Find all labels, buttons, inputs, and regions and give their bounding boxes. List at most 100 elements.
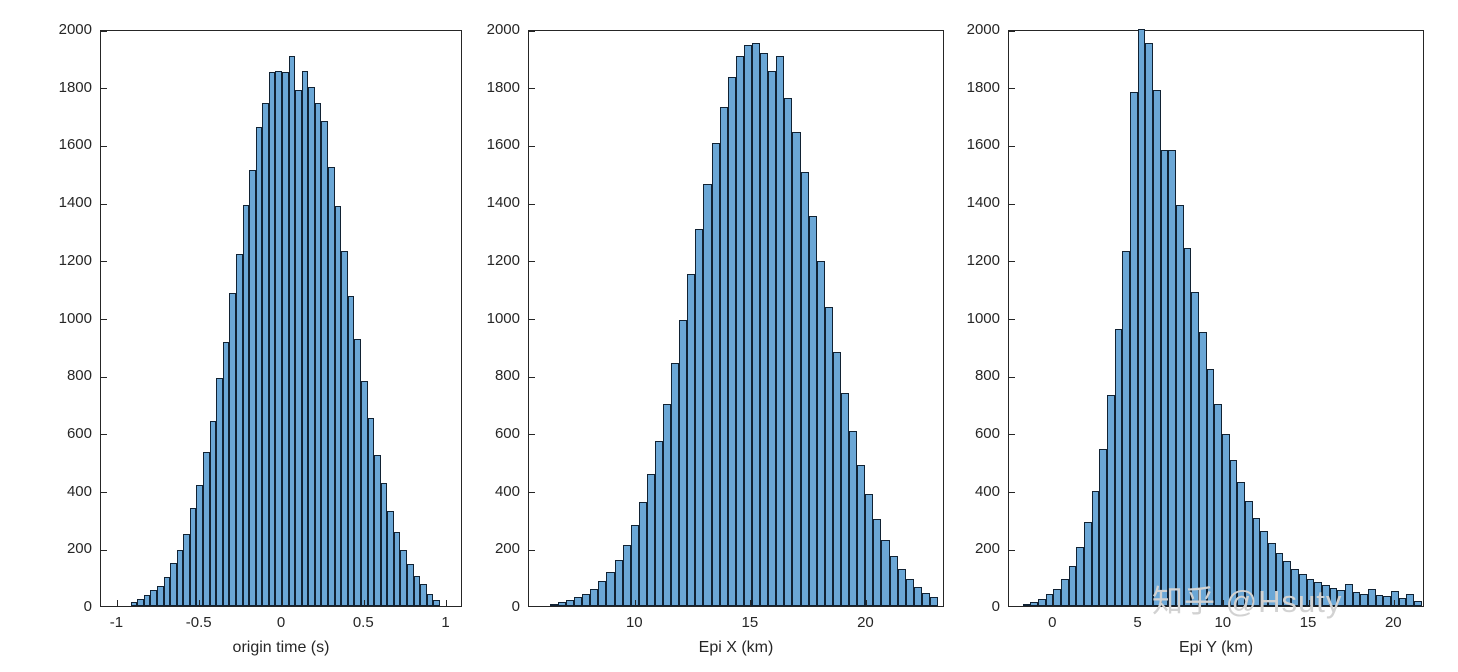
histogram-bar [606, 571, 615, 606]
histogram-bar [1145, 43, 1154, 606]
histogram-bar [727, 77, 736, 606]
histogram-bar [426, 594, 434, 606]
watermark: 知乎 @Hsuty [1152, 584, 1343, 619]
histogram-bar [752, 43, 761, 606]
x-tick [1138, 600, 1140, 606]
histogram-bar [1413, 600, 1422, 606]
x-axis-title: Epi X (km) [698, 639, 774, 656]
histogram-bar [735, 56, 744, 606]
histogram-bar [282, 72, 289, 606]
y-tick [529, 319, 535, 320]
y-tick-label: 200 [494, 540, 520, 558]
histogram-bar [1114, 329, 1123, 606]
histogram-bar [768, 70, 777, 606]
y-tick [1009, 606, 1015, 607]
histogram-bar [719, 106, 728, 606]
histogram-bar [1153, 89, 1161, 606]
histogram-bar [1091, 490, 1100, 606]
x-tick [634, 600, 636, 606]
histogram-bar [1375, 595, 1384, 606]
histogram-bar [288, 56, 296, 606]
histogram-bar [1329, 588, 1338, 606]
histogram-bar [663, 404, 672, 606]
histogram-bar [743, 44, 752, 606]
x-tick [363, 600, 365, 606]
histogram-bar [1122, 251, 1131, 606]
histogram-bar [1206, 369, 1215, 606]
y-tick-label: 800 [494, 367, 520, 385]
histogram-bar [262, 102, 269, 606]
histogram-epi-x [528, 30, 944, 607]
histogram-bar [229, 292, 236, 606]
histogram-bar [1291, 568, 1299, 606]
y-tick [1009, 319, 1015, 320]
histogram-bar [776, 56, 785, 606]
y-tick-label: 400 [494, 482, 520, 500]
y-tick [101, 319, 107, 320]
histogram-bar [889, 556, 898, 606]
histogram-bar [301, 70, 309, 606]
y-tick [101, 549, 107, 551]
y-tick-label: 2000 [486, 21, 520, 38]
histogram-bar [354, 339, 361, 606]
histogram-bar [760, 52, 769, 606]
histogram-bar [1398, 597, 1407, 606]
histogram-bar [360, 380, 368, 606]
x-tick [1393, 600, 1395, 606]
histogram-bar [387, 510, 394, 606]
y-tick-label: 400 [66, 482, 92, 500]
histogram-bar [865, 494, 874, 606]
histogram-bar [216, 378, 223, 606]
y-tick [101, 88, 107, 90]
histogram-bar [1068, 565, 1077, 606]
y-tick [1009, 203, 1015, 205]
histogram-bar [189, 507, 197, 606]
histogram-bar [235, 254, 243, 606]
histogram-bar [249, 170, 256, 606]
histogram-bar [295, 89, 302, 606]
histogram-bar [808, 215, 817, 606]
x-tick-label: 0.5 [352, 614, 374, 631]
y-tick-label: 1200 [58, 251, 92, 269]
histogram-bar [622, 544, 631, 606]
y-tick-label: 400 [974, 482, 1000, 500]
histogram-bar [420, 584, 427, 606]
y-tick-label: 0 [991, 598, 1000, 615]
x-tick-label: 10 [625, 614, 643, 631]
x-tick-label: 0 [1048, 614, 1057, 631]
y-tick [529, 492, 535, 494]
histogram-bar [1229, 460, 1238, 606]
histogram-bar [598, 581, 607, 606]
histogram-bar [314, 102, 322, 606]
histogram-bars [1009, 29, 1423, 606]
histogram-bar [137, 598, 144, 606]
x-tick-label: 10 [1214, 614, 1232, 631]
histogram-bar [1252, 518, 1261, 606]
y-tick-label: 1000 [966, 309, 1000, 327]
y-tick-label: 1800 [486, 78, 520, 96]
y-tick-label: 1400 [966, 194, 1000, 212]
x-tick-label: 1 [441, 614, 450, 631]
x-tick [750, 600, 752, 606]
histogram-bar [176, 549, 184, 606]
histogram-bar [1260, 531, 1269, 606]
histogram-bar [209, 421, 217, 606]
histogram-bar [1107, 395, 1115, 606]
y-tick [1009, 549, 1015, 551]
histogram-bar [784, 97, 793, 606]
histogram-bar [328, 167, 335, 606]
histogram-bar [582, 593, 591, 606]
histogram-bar [703, 184, 712, 606]
y-tick [529, 145, 535, 147]
x-tick-label: 5 [1133, 614, 1142, 631]
x-axis-title: origin time (s) [232, 639, 330, 656]
histogram-bar [921, 592, 930, 606]
histogram-bar [400, 549, 408, 606]
histogram-origin-time [100, 30, 462, 607]
histogram-bar [1321, 585, 1330, 606]
y-tick [1009, 261, 1015, 263]
histogram-bar [1022, 603, 1031, 606]
histogram-bar [687, 274, 696, 606]
histogram-bar [913, 587, 922, 606]
histogram-bar [222, 342, 230, 606]
